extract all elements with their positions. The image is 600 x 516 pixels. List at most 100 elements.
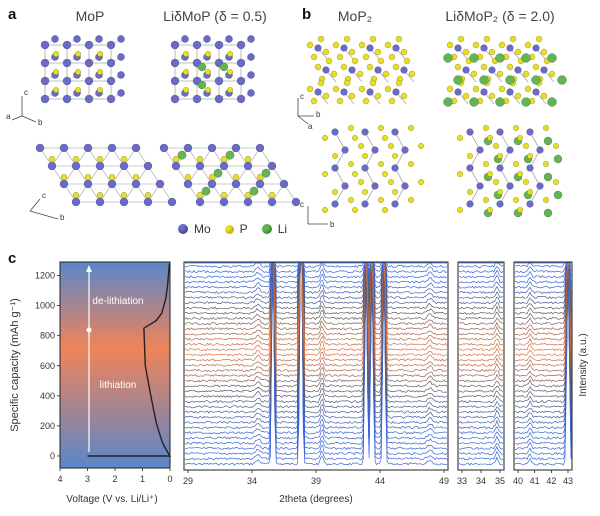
xrd-trace <box>515 262 572 289</box>
xtick-label: 42 <box>546 476 556 486</box>
p-atom <box>268 191 276 199</box>
p-atom <box>400 92 408 100</box>
mo-atom <box>480 88 488 96</box>
xrd-trace <box>514 262 572 346</box>
xrd-trace <box>514 262 572 456</box>
mo-atom <box>170 76 180 86</box>
xrd-trace <box>184 262 448 352</box>
p-atom <box>403 57 411 65</box>
mo-atom <box>480 44 488 52</box>
xrd-trace <box>514 262 572 274</box>
xrd-trace <box>514 262 572 466</box>
xrd-trace <box>458 380 504 388</box>
xrd-trace <box>458 409 504 419</box>
limop-top-view <box>159 143 301 207</box>
xrd-trace <box>458 269 504 279</box>
p-atom <box>492 142 500 150</box>
mo-atom <box>231 143 241 153</box>
p-atom <box>462 48 470 56</box>
p-atom <box>362 53 370 61</box>
legend-li: Li <box>261 222 287 236</box>
p-atom <box>382 70 390 78</box>
xrd-trace <box>458 456 504 466</box>
mo-atom <box>506 88 514 96</box>
xrd-trace <box>514 262 572 429</box>
mo-atom <box>106 40 116 50</box>
mo-atom <box>71 197 81 207</box>
xrd-trace <box>184 262 448 398</box>
p-atom <box>381 170 389 178</box>
p-atom <box>120 155 128 163</box>
mo-atom <box>231 179 241 189</box>
mo-atom <box>35 143 45 153</box>
p-atom <box>331 188 339 196</box>
mo-atom <box>340 88 348 96</box>
xrd-trace <box>514 262 572 414</box>
mo-atom <box>155 179 165 189</box>
xrd-trace <box>458 285 504 294</box>
mo-atom <box>371 146 379 154</box>
p-atom <box>482 160 490 168</box>
p-atom <box>366 63 374 71</box>
p-atom <box>512 160 520 168</box>
p-atom <box>400 48 408 56</box>
p-atom <box>244 155 252 163</box>
p-atom <box>120 191 128 199</box>
xtick-label: 34 <box>247 476 257 486</box>
mo-atom <box>59 143 69 153</box>
xrd-trace <box>185 262 448 450</box>
p-atom <box>351 57 359 65</box>
p-atom <box>317 79 325 87</box>
mo-atom <box>106 58 116 68</box>
xrd-trace <box>184 262 448 414</box>
xrd-trace <box>514 262 572 320</box>
xtick-label: 33 <box>457 476 467 486</box>
mo-atom <box>195 161 205 171</box>
xrd-trace <box>514 262 572 305</box>
p-atom <box>358 85 366 93</box>
p-atom <box>72 191 80 199</box>
mo-atom <box>401 182 409 190</box>
li-atom <box>197 80 207 90</box>
xrd-trace <box>458 325 504 336</box>
mo-atom <box>192 40 202 50</box>
mo-atom <box>267 161 277 171</box>
mo-atom <box>40 94 50 104</box>
p-atom <box>132 173 140 181</box>
p-atom <box>96 50 104 58</box>
xrd-trace <box>514 262 572 372</box>
p-atom <box>204 68 212 76</box>
xrd-trace <box>514 262 572 383</box>
p-atom <box>330 70 338 78</box>
mo-atom <box>236 40 246 50</box>
mo-atom <box>314 88 322 96</box>
p-atom <box>522 70 530 78</box>
xrd-trace <box>185 262 448 315</box>
xrd-trace <box>458 266 504 274</box>
p-atom <box>381 206 389 214</box>
xtick-label: 39 <box>311 476 321 486</box>
mop-side-view <box>40 35 125 104</box>
xrd-trace <box>514 262 572 341</box>
p-atom <box>391 188 399 196</box>
mop-top-view <box>35 143 177 207</box>
xrd-trace <box>458 370 504 378</box>
mo-atom <box>59 179 69 189</box>
xrd-trace <box>184 262 448 393</box>
mo-atom <box>170 58 180 68</box>
xrd-trace <box>458 395 504 404</box>
p-atom <box>74 50 82 58</box>
xlabel-2theta: 2theta (degrees) <box>279 494 352 505</box>
mo-atom <box>95 35 103 43</box>
p-atom <box>96 191 104 199</box>
axis-triad-b-top: c b a <box>297 92 321 131</box>
li-atom <box>469 97 479 107</box>
p-atom <box>306 85 314 93</box>
li-atom <box>543 172 553 182</box>
xrd-trace <box>458 321 504 331</box>
p-atom <box>486 134 494 142</box>
mo-atom <box>255 143 265 153</box>
p-atom <box>512 196 520 204</box>
mo-atom <box>247 71 255 79</box>
mo-atom <box>243 161 253 171</box>
